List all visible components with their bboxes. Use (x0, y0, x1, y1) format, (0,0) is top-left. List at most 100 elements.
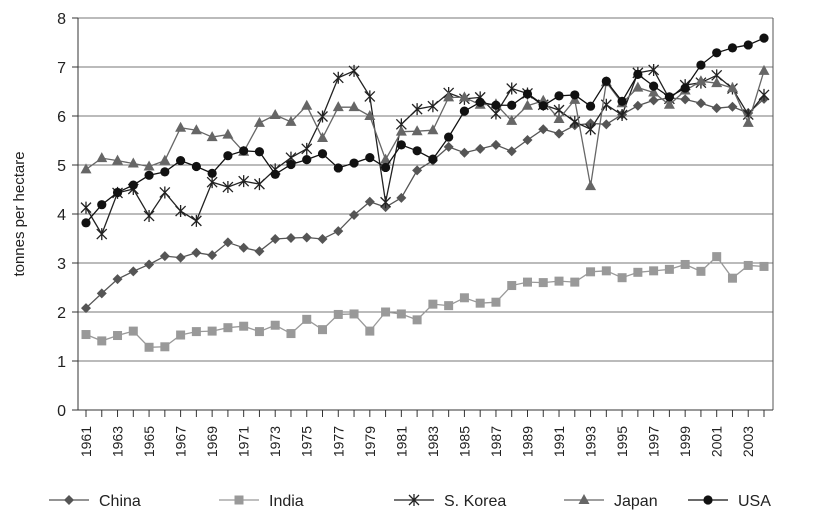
x-tick-label: 1975 (299, 426, 315, 457)
data-point-s-korea (175, 205, 187, 218)
data-point-india (349, 309, 359, 319)
data-point-india (633, 267, 643, 277)
data-point-japan (206, 131, 218, 142)
data-point-china (601, 119, 612, 130)
data-point-usa (81, 218, 91, 228)
data-point-china (412, 165, 423, 176)
data-point-s-korea (648, 63, 660, 76)
data-point-usa (428, 154, 438, 164)
data-point-japan (253, 116, 265, 127)
series-line-s-korea (85, 69, 765, 236)
legend-label-japan: Japan (614, 493, 658, 510)
data-point-india (664, 264, 674, 274)
data-point-usa (459, 106, 470, 116)
data-point-china (349, 209, 360, 220)
data-point-china (475, 143, 486, 154)
data-point-usa (191, 161, 201, 172)
data-point-india (712, 252, 722, 262)
data-point-china (112, 274, 123, 285)
data-point-japan (506, 114, 518, 125)
data-point-s-korea (380, 196, 392, 209)
data-point-china (522, 135, 533, 146)
data-point-s-korea (616, 109, 628, 122)
series-usa (81, 33, 769, 228)
data-point-china (270, 233, 281, 244)
data-point-china (711, 103, 722, 114)
data-point-china (727, 101, 738, 112)
data-point-japan (175, 121, 187, 132)
data-point-india (491, 297, 501, 307)
x-tick-label: 1977 (330, 426, 346, 457)
data-point-s-korea (143, 209, 155, 222)
data-point-s-korea (190, 214, 202, 227)
y-tick-label: 1 (57, 354, 66, 371)
data-point-china (128, 266, 139, 277)
x-tick-label: 1979 (362, 426, 378, 457)
y-tick-label: 8 (57, 11, 66, 28)
data-point-usa (617, 96, 627, 106)
data-point-india (113, 331, 123, 341)
data-point-s-korea (301, 142, 313, 155)
data-point-india (586, 267, 596, 277)
data-point-usa (601, 76, 611, 86)
data-point-s-korea (348, 64, 360, 77)
x-tick-label: 1981 (393, 426, 409, 457)
x-tick-label: 1989 (519, 426, 535, 457)
data-point-china (648, 95, 659, 106)
data-point-india (554, 276, 564, 286)
data-point-usa (727, 43, 738, 53)
data-point-s-korea (427, 100, 439, 113)
data-point-china (554, 128, 565, 139)
data-point-japan (632, 81, 644, 92)
data-point-india (381, 307, 391, 317)
data-point-usa (759, 33, 769, 43)
data-point-japan (348, 101, 360, 112)
data-point-india (601, 266, 611, 276)
data-point-japan (553, 112, 565, 123)
data-point-usa (585, 101, 596, 111)
x-tick-label: 1967 (173, 426, 189, 457)
data-point-usa (128, 180, 138, 190)
data-point-china (191, 247, 202, 258)
data-point-japan (222, 128, 234, 139)
legend-marker-japan (578, 494, 590, 504)
data-point-usa (270, 169, 280, 179)
data-point-s-korea (96, 228, 108, 241)
data-point-usa (649, 81, 659, 91)
data-point-china (506, 146, 517, 157)
data-point-india (743, 260, 753, 270)
data-point-india (176, 330, 186, 340)
x-tick-label: 1995 (614, 426, 630, 457)
data-point-china (222, 237, 233, 248)
data-point-india (538, 278, 548, 288)
x-tick-label: 1997 (646, 426, 662, 457)
data-point-usa (317, 149, 328, 159)
x-tick-label: 1983 (425, 426, 441, 457)
data-point-india (459, 293, 469, 303)
data-point-india (254, 327, 264, 337)
data-point-usa (743, 40, 753, 50)
x-tick-label: 2003 (740, 426, 756, 457)
data-point-usa (144, 170, 154, 180)
data-point-s-korea (253, 178, 265, 191)
data-point-india (727, 273, 737, 283)
data-point-japan (663, 98, 675, 109)
legend: China India S. Korea Japan USA (49, 493, 771, 510)
data-point-india (191, 327, 201, 337)
data-point-china (254, 246, 265, 257)
series-line-india (85, 255, 765, 348)
legend-item-china: China (49, 493, 141, 510)
data-point-japan (364, 110, 376, 120)
data-point-s-korea (758, 88, 770, 101)
data-point-usa (333, 163, 343, 173)
data-point-india (475, 298, 485, 308)
data-point-japan (695, 75, 707, 86)
x-tick-label: 1971 (236, 426, 252, 457)
data-point-usa (365, 153, 375, 163)
data-point-s-korea (238, 175, 250, 188)
data-point-china (632, 100, 643, 111)
data-point-usa (444, 132, 454, 142)
data-point-china (301, 232, 312, 243)
data-point-india (680, 259, 690, 269)
